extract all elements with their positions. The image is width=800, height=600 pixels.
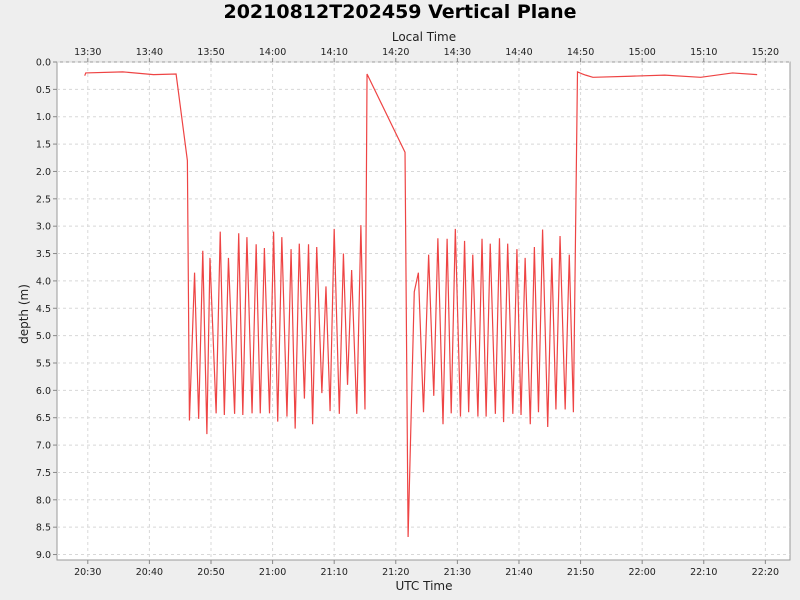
series-layer [84, 70, 758, 538]
y-tick-label: 4.0 [36, 276, 51, 287]
x-tick-label: 21:40 [505, 567, 532, 578]
y-tick-label: 2.0 [36, 167, 51, 178]
chart-title: 20210812T202459 Vertical Plane [223, 1, 576, 23]
y-tick-label: 7.5 [36, 468, 51, 479]
x-tick-label: 20:30 [74, 567, 101, 578]
top-tick-label: 15:10 [690, 47, 717, 58]
x-tick-label: 22:00 [628, 567, 655, 578]
y-tick-label: 2.5 [36, 194, 51, 205]
y-tick-label: 3.0 [36, 222, 51, 233]
y-tick-label: 8.5 [36, 523, 51, 534]
x-tick-label: 22:20 [752, 567, 779, 578]
x-tick-label: 21:10 [320, 567, 347, 578]
x-tick-label: 21:20 [382, 567, 409, 578]
y-tick-label: 3.5 [36, 249, 51, 260]
y-tick-label: 6.0 [36, 386, 51, 397]
y-tick-label: 5.5 [36, 358, 51, 369]
top-tick-label: 14:40 [505, 47, 532, 58]
grid [57, 61, 790, 560]
top-tick-label: 14:20 [382, 47, 409, 58]
y-tick-label: 5.0 [36, 331, 51, 342]
top-tick-label: 15:00 [628, 47, 655, 58]
x-tick-label: 20:50 [197, 567, 224, 578]
top-tick-label: 14:00 [259, 47, 286, 58]
top-tick-label: 13:50 [197, 47, 224, 58]
x-tick-label: 21:00 [259, 567, 286, 578]
y-tick-label: 6.5 [36, 413, 51, 424]
y-tick-label: 0.0 [36, 58, 51, 69]
axis-ticks: 0.0 0.5 1.0 1.5 2.0 2.5 3.0 3.5 4.0 4.5 5.0 5.5 6.0 6… [36, 47, 779, 578]
y-tick-label: 8.0 [36, 495, 51, 506]
y-tick-label: 7.0 [36, 441, 51, 452]
y-tick-label: 1.0 [36, 112, 51, 123]
y-tick-label: 1.5 [36, 140, 51, 151]
x-tick-label: 20:40 [136, 567, 163, 578]
x-tick-label: 22:10 [690, 567, 717, 578]
top-tick-label: 14:30 [444, 47, 471, 58]
plot-area [56, 61, 791, 561]
x-axis-title: UTC Time [396, 579, 453, 593]
top-tick-label: 14:50 [567, 47, 594, 58]
y-axis-title: depth (m) [17, 284, 31, 344]
x-tick-label: 21:50 [567, 567, 594, 578]
top-axis-title: Local Time [392, 30, 456, 44]
top-tick-label: 13:40 [136, 47, 163, 58]
top-tick-label: 14:10 [320, 47, 347, 58]
top-tick-label: 15:20 [752, 47, 779, 58]
top-tick-label: 13:30 [74, 47, 101, 58]
y-tick-label: 4.5 [36, 304, 51, 315]
y-tick-label: 9.0 [36, 550, 51, 561]
x-tick-label: 21:30 [444, 567, 471, 578]
series-line [84, 70, 758, 538]
y-tick-label: 0.5 [36, 85, 51, 96]
